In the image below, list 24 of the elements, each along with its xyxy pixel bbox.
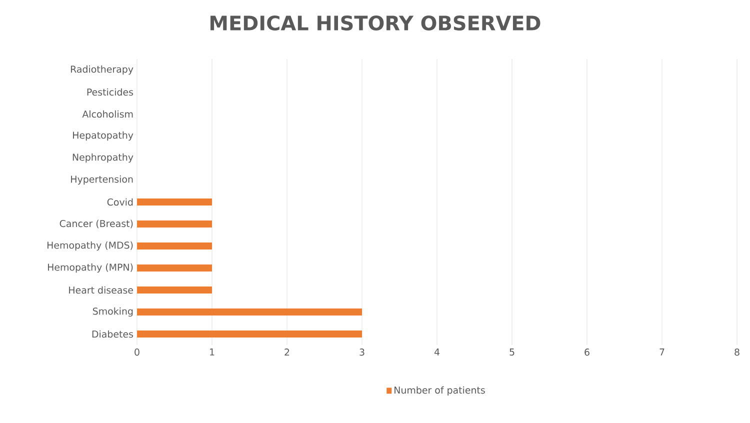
y-tick-label: Smoking — [92, 307, 133, 317]
y-tick-label: Hypertension — [71, 175, 133, 185]
x-tick-label: 4 — [434, 348, 440, 356]
x-tick-label: 8 — [734, 348, 740, 356]
y-tick-label: Hepatopathy — [73, 131, 134, 141]
y-tick-label: Hemopathy (MPN) — [48, 263, 133, 273]
x-tick-label: 6 — [584, 348, 590, 356]
y-tick-label: Pesticides — [87, 88, 134, 96]
x-tick-label: 0 — [134, 348, 140, 356]
y-tick-label: Alcoholism — [82, 110, 133, 118]
y-tick-label: Hemopathy (MDS) — [47, 241, 133, 251]
y-tick-label: Covid — [107, 198, 133, 206]
x-tick-label: 7 — [660, 348, 664, 356]
x-tick-label: 1 — [210, 348, 214, 356]
legend-label: Number of patients — [394, 386, 485, 396]
chart-title: MEDICAL HISTORY OBSERVED — [210, 15, 540, 31]
y-tick-label: Heart disease — [69, 286, 133, 294]
x-tick-label: 2 — [284, 348, 290, 356]
y-tick-label: Cancer (Breast) — [60, 220, 133, 228]
y-tick-label: Radiotherapy — [70, 65, 134, 75]
x-tick-label: 5 — [510, 348, 514, 356]
y-tick-label: Diabetes — [92, 330, 134, 338]
x-tick-label: 3 — [360, 348, 364, 356]
y-tick-label: Nephropathy — [72, 153, 134, 163]
